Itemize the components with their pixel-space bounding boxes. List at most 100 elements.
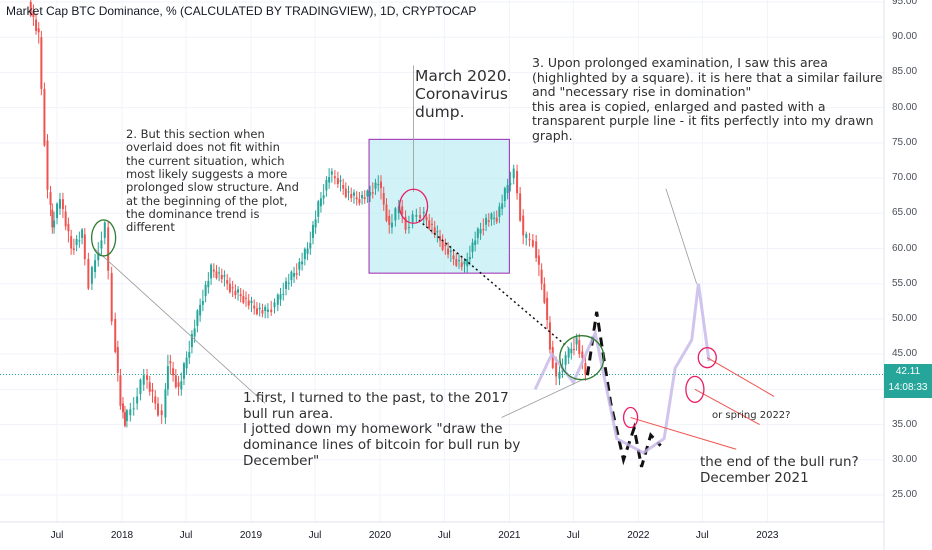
candle-body	[519, 193, 522, 221]
candle-body	[242, 296, 245, 303]
candle-body	[567, 348, 570, 358]
candle-body	[503, 188, 506, 201]
candle-body	[270, 309, 273, 313]
x-tick-label: Jul	[437, 530, 451, 541]
candle-body	[185, 357, 188, 369]
candle-body	[584, 363, 587, 375]
candle-body	[404, 216, 407, 230]
candle-body	[397, 206, 400, 214]
candle-body	[512, 168, 515, 179]
candle-body	[212, 269, 215, 272]
overlay-path	[533, 283, 711, 455]
candle-body	[516, 171, 519, 194]
y-tick-label: 95.00	[892, 0, 918, 7]
connector-line	[630, 417, 737, 450]
candle-body	[471, 242, 474, 253]
candle-body	[110, 273, 113, 322]
x-tick-label: 2020	[368, 530, 392, 541]
annotation-covid: March 2020. Coronavirus dump.	[415, 67, 512, 121]
candle-body	[234, 290, 237, 295]
candle-body	[146, 375, 149, 380]
candle-body	[298, 261, 301, 270]
x-tick-label: Jul	[308, 530, 322, 541]
candle-body	[218, 272, 221, 274]
last-price-value: 42.11	[895, 366, 921, 377]
candle-body	[363, 197, 366, 200]
candle-body	[169, 361, 172, 364]
candle-body	[366, 190, 369, 197]
candle-body	[449, 250, 452, 253]
candle-body	[466, 259, 469, 267]
candle-body	[555, 362, 558, 377]
candle-body	[525, 234, 528, 238]
candle-body	[447, 248, 450, 255]
y-tick-label: 80.00	[892, 101, 918, 113]
candle-body	[361, 194, 364, 199]
candle-body	[380, 181, 382, 189]
candle-body	[287, 282, 290, 284]
candle-body	[258, 307, 261, 310]
candle-body	[119, 375, 122, 406]
candle-body	[220, 274, 223, 280]
candle-body	[352, 192, 355, 196]
candle-body	[482, 229, 485, 231]
candle-body	[164, 389, 167, 418]
candle-body	[358, 199, 361, 204]
candle-body	[97, 253, 100, 261]
candle-body	[350, 193, 353, 199]
candle-body	[46, 140, 49, 190]
y-tick-label: 30.00	[892, 453, 918, 465]
annotation-ellipse	[685, 375, 705, 404]
candle-body	[415, 215, 418, 217]
candle-body	[290, 271, 293, 281]
candle-body	[142, 375, 145, 385]
candle-body	[407, 227, 410, 229]
candle-body	[136, 396, 139, 404]
candle-body	[433, 227, 436, 235]
candle-body	[132, 408, 135, 410]
candle-body	[546, 297, 549, 320]
chart-title: Market Cap BTC Dominance, % (CALCULATED …	[6, 4, 477, 18]
candle-body	[35, 19, 38, 31]
candle-body	[70, 236, 73, 249]
candle-body	[531, 240, 534, 247]
x-tick-label: Jul	[50, 530, 64, 541]
candle-body	[311, 224, 314, 238]
candle-body	[285, 281, 288, 289]
candle-body	[43, 88, 46, 146]
candle-body	[303, 248, 306, 260]
candle-body	[314, 219, 317, 228]
candle-body	[201, 300, 204, 305]
candle-body	[279, 294, 282, 300]
candle-body	[528, 239, 531, 241]
candle-body	[463, 261, 466, 265]
candle-body	[139, 379, 142, 395]
candle-body	[535, 241, 538, 259]
annotation-note-2: 2. But this section when overlaid does n…	[126, 127, 299, 235]
candle-body	[325, 180, 328, 191]
candle-body	[29, 2, 32, 16]
candle-body	[322, 195, 325, 199]
annotation-ellipse	[90, 219, 117, 257]
candle-body	[49, 192, 52, 205]
candle-body	[328, 177, 331, 183]
annotation-note-1: 1.first, I turned to the past, to the 20…	[243, 390, 521, 469]
candle-body	[64, 211, 67, 227]
candle-body	[180, 381, 183, 390]
candle-body	[506, 185, 509, 194]
candle-body	[293, 273, 296, 277]
candle-body	[548, 322, 551, 350]
candle-body	[501, 203, 504, 209]
candle-body	[369, 192, 372, 196]
candle-body	[344, 188, 347, 198]
candle-body	[210, 264, 213, 279]
candle-body	[425, 216, 428, 221]
candle-body	[452, 255, 455, 260]
candle-body	[83, 234, 86, 260]
y-tick-label: 90.00	[892, 31, 918, 43]
candle-body	[377, 184, 380, 186]
candle-body	[355, 197, 358, 200]
candle-body	[444, 244, 447, 247]
candle-body	[339, 180, 342, 182]
